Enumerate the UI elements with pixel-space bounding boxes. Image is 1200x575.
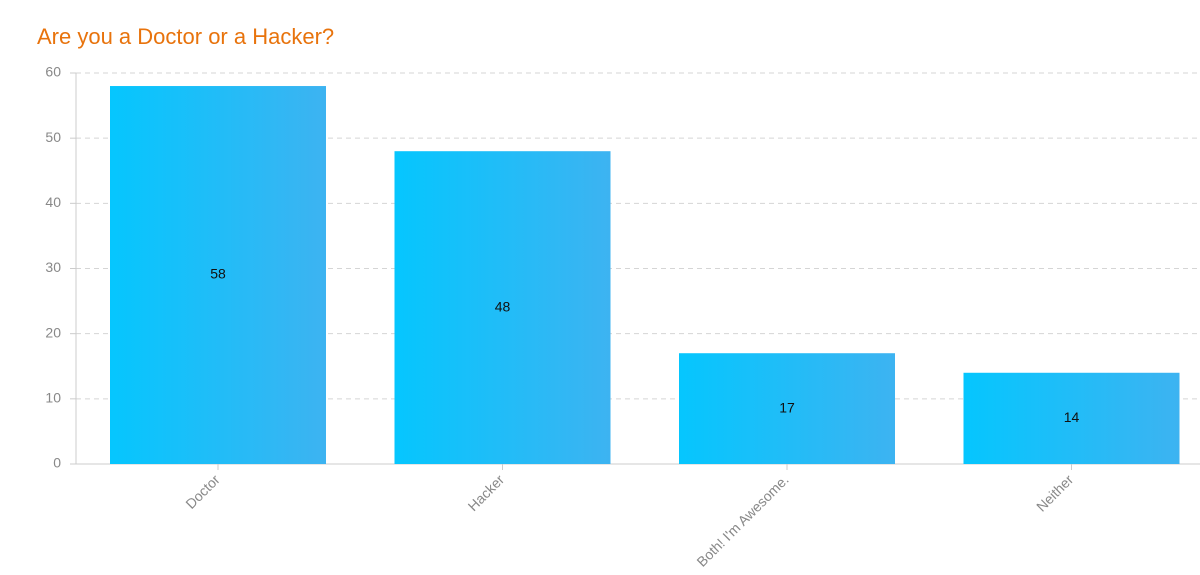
y-tick-label: 0 (53, 455, 61, 471)
bar (679, 353, 895, 464)
bar (394, 151, 611, 464)
y-tick-label: 30 (45, 259, 61, 275)
data-label: 14 (1064, 409, 1080, 425)
data-label: 58 (210, 266, 226, 282)
bar (963, 372, 1180, 464)
y-tick-label: 60 (45, 64, 61, 80)
y-tick-label: 40 (45, 194, 61, 210)
data-label: 48 (495, 298, 511, 314)
y-tick-label: 50 (45, 129, 61, 145)
x-tick-label: Both! I'm Awesome. (693, 471, 791, 569)
x-tick-label: Doctor (182, 471, 223, 512)
x-tick-label: Hacker (465, 471, 508, 514)
y-tick-label: 20 (45, 324, 61, 340)
data-label: 17 (779, 399, 795, 415)
x-tick-label: Neither (1033, 471, 1076, 514)
bar (110, 86, 326, 465)
y-tick-label: 10 (45, 390, 61, 406)
chart-title: Are you a Doctor or a Hacker? (37, 24, 334, 49)
